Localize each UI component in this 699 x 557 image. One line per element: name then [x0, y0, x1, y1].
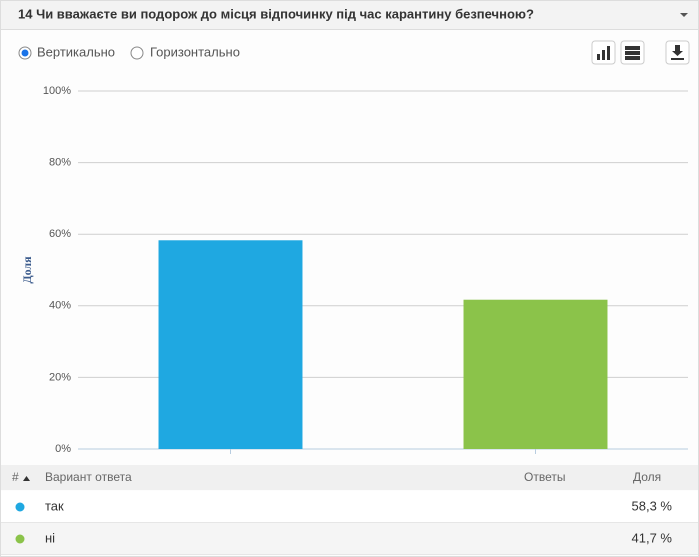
bar	[158, 240, 303, 449]
sort-icon	[23, 476, 30, 481]
option-label: Вертикально	[37, 44, 115, 59]
share-value: 58,3 %	[632, 498, 673, 513]
y-tick-label: 40%	[49, 300, 71, 312]
icon-download[interactable]	[665, 40, 690, 65]
column-header[interactable]: #	[12, 470, 19, 484]
y-tick-label: 20%	[49, 371, 71, 383]
column-header[interactable]: Вариант ответа	[45, 470, 132, 484]
collapse-icon[interactable]	[680, 13, 688, 17]
column-header[interactable]: Ответы	[524, 470, 565, 484]
y-axis-title: Доля	[20, 256, 34, 284]
table-row	[1, 491, 698, 522]
icon-vertical[interactable]	[591, 40, 616, 65]
legend-dot	[15, 502, 25, 512]
option-label: Горизонтально	[150, 44, 240, 59]
y-tick-label: 0%	[55, 443, 71, 455]
share-value: 41,7 %	[632, 530, 673, 545]
radio-horizontal[interactable]	[130, 46, 144, 60]
table-body: так 58,3 % ні 41,7 %	[1, 491, 698, 555]
table-header	[1, 465, 698, 490]
header-bar[interactable]	[0, 0, 699, 30]
table-row	[1, 523, 698, 554]
option-label: ні	[45, 530, 55, 545]
column-header[interactable]: Доля	[633, 470, 661, 484]
y-tick-label: 60%	[49, 228, 71, 240]
radio-selected	[21, 49, 29, 57]
plot: 0% 20% 40% 60% 80% 100%	[43, 85, 688, 455]
y-tick-label: 100%	[43, 85, 71, 97]
question-title: 14 Чи вважаєте ви подорож до місця відпо…	[18, 6, 534, 21]
icon-horizontal[interactable]	[620, 40, 645, 65]
y-tick-label: 80%	[49, 157, 71, 169]
option-label: так	[45, 498, 64, 513]
legend-dot	[15, 534, 25, 544]
bar	[463, 299, 608, 449]
